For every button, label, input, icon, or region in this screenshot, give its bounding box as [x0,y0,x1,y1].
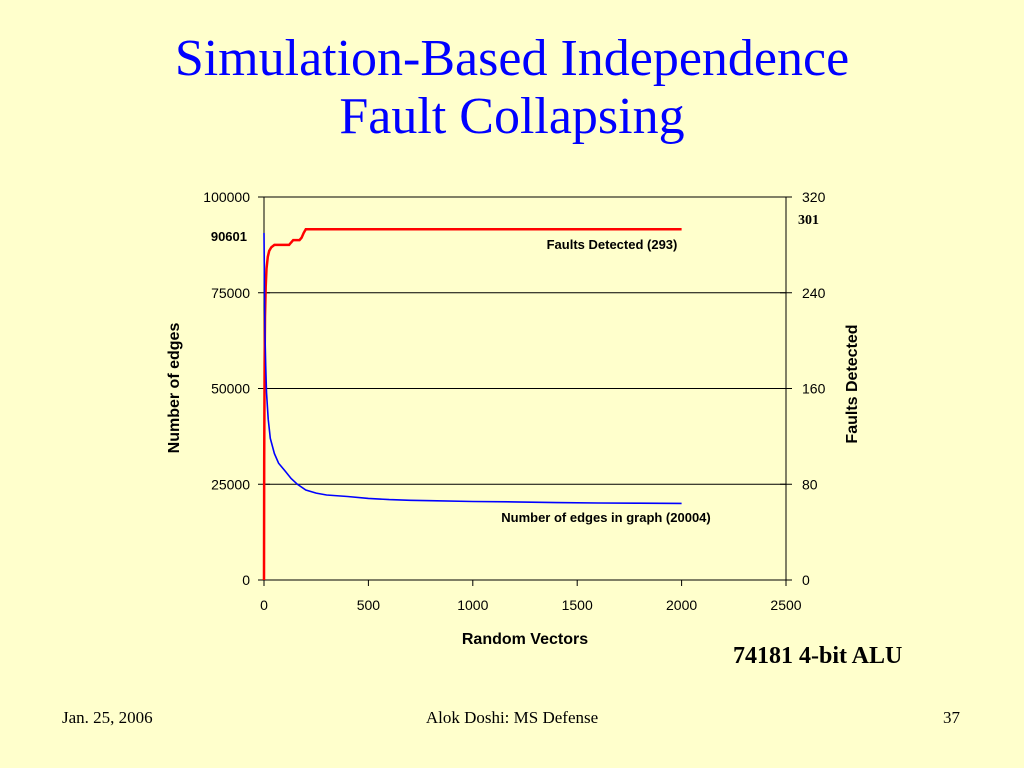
edges-count-line [263,232,682,505]
left-y-axis-title: Number of edges [166,323,183,454]
slide-title-line2: Fault Collapsing [339,88,685,145]
right-axis-value-label: 301 [798,213,819,228]
x-tick-label: 2500 [770,597,801,613]
ticks: 0 25000 50000 75000 100000 0 80 160 240 320 0 500 10… [203,189,825,613]
right-y-axis-title: Faults Detected [844,324,861,443]
faults-series-label: Faults Detected (293) [547,237,678,252]
left-y-tick-label: 50000 [211,381,250,397]
series-lines [262,228,682,581]
faults-detected-line [262,228,682,581]
x-tick-label: 1000 [457,597,488,613]
x-tick-label: 0 [260,597,268,613]
grid-lines [264,196,786,485]
left-axis-value-label: 90601 [211,229,247,244]
left-y-tick-label: 75000 [211,285,250,301]
edges-series-label: Number of edges in graph (20004) [501,510,711,525]
right-y-tick-label: 240 [802,285,826,301]
left-y-tick-label: 0 [242,572,250,588]
x-tick-label: 1500 [562,597,593,613]
x-axis-title: Random Vectors [462,631,588,648]
footer-page-number: 37 [943,708,960,727]
footer-date: Jan. 25, 2006 [62,708,153,727]
right-y-tick-label: 160 [802,381,826,397]
right-y-tick-label: 0 [802,572,810,588]
slide-title-line1: Simulation-Based Independence [174,30,850,87]
right-y-tick-label: 320 [802,189,826,205]
right-y-tick-label: 80 [802,476,818,492]
left-y-tick-label: 100000 [203,189,250,205]
x-tick-label: 2000 [666,597,697,613]
slide-title: Simulation-Based Independence Fault Coll… [0,30,1024,146]
footer-presenter: Alok Doshi: MS Defense [425,708,599,727]
left-y-tick-label: 25000 [211,476,250,492]
chart-caption: 74181 4-bit ALU [733,643,903,669]
x-tick-label: 500 [357,597,381,613]
